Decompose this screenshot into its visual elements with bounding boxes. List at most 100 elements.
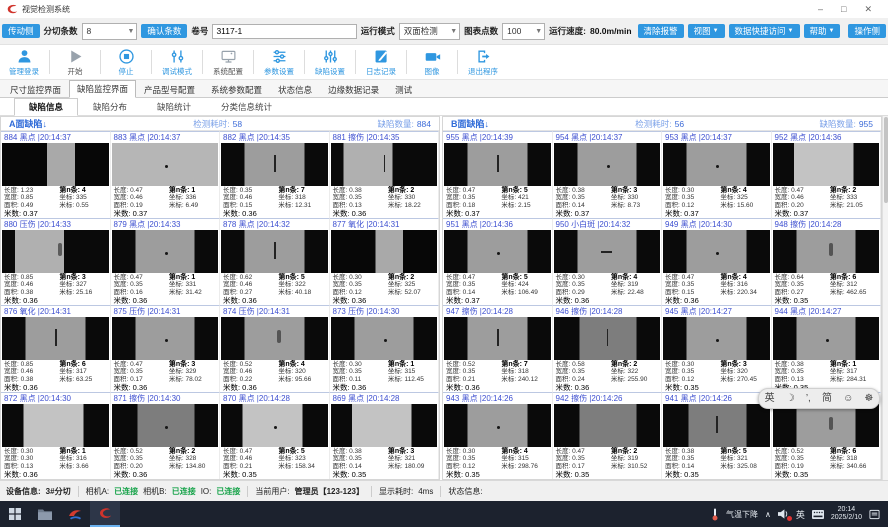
defect-cell[interactable]: 945 黑点 |20:14:27 长度: 0.30 宽度: 0.35 面积: 0.12… <box>662 305 772 392</box>
defect-cell[interactable]: 953 黑点 |20:14:37 长度: 0.30 宽度: 0.35 面积: 0.12… <box>662 131 772 218</box>
tray-expand-icon[interactable]: ∧ <box>764 509 771 519</box>
input-language-indicator[interactable]: 英 <box>795 509 805 520</box>
defect-cell[interactable]: 950 小白斑 |20:14:32 长度: 0.30 宽度: 0.35 面积: 0.2… <box>552 218 662 305</box>
defect-cell[interactable]: 870 黑点 |20:14:28 长度: 0.47 宽度: 0.46 面积: 0.21… <box>220 392 330 479</box>
defect-cell[interactable]: 884 黑点 |20:14:37 长度: 1.23 宽度: 0.85 面积: 0.49… <box>1 131 111 218</box>
slit-count-select[interactable]: 8 ▼ <box>81 22 138 40</box>
ime-settings-gear-icon[interactable]: ☸ <box>864 392 874 404</box>
ribbon-menu-视图-button[interactable]: 视图 ▼ <box>687 23 725 39</box>
defect-cell[interactable]: 946 擦伤 |20:14:28 长度: 0.58 宽度: 0.35 面积: 0.24… <box>552 305 662 392</box>
scrollbar-thumb[interactable] <box>883 117 888 203</box>
defect-thumbnail[interactable] <box>111 142 218 186</box>
defect-thumbnail[interactable] <box>111 316 218 360</box>
app-shortcut-icon[interactable] <box>60 501 90 527</box>
defect-thumbnail[interactable] <box>772 142 879 186</box>
thermometer-icon[interactable] <box>711 508 719 521</box>
defect-thumbnail[interactable] <box>330 403 437 447</box>
chart-points-select[interactable]: 100 ▼ <box>502 22 546 40</box>
defect-thumbnail[interactable] <box>2 229 109 273</box>
ribbon-menu-清除报警-button[interactable]: 清除报警 <box>637 23 684 39</box>
defect-cell[interactable]: 877 氧化 |20:14:31 长度: 0.30 宽度: 0.35 面积: 0.12… <box>329 218 439 305</box>
defect-thumbnail[interactable] <box>330 316 437 360</box>
tab-测试[interactable]: 测试 <box>395 85 413 95</box>
toolbar-tune-button[interactable]: 调试模式 <box>155 48 199 77</box>
tab-分类信息统计[interactable]: 分类信息统计 <box>221 102 273 112</box>
defect-thumbnail[interactable] <box>2 316 109 360</box>
toolbar-camera-button[interactable]: 图像 <box>410 48 454 77</box>
defect-cell[interactable]: 872 黑点 |20:14:30 长度: 0.30 宽度: 0.30 面积: 0.13… <box>1 392 111 479</box>
vertical-scrollbar[interactable] <box>882 116 888 480</box>
ime-emoji-icon[interactable]: ☺ <box>843 392 854 404</box>
toolbar-exit-button[interactable]: 退出程序 <box>461 48 505 77</box>
toolbar-sliders-h-button[interactable]: 参数设置 <box>257 48 301 77</box>
defect-thumbnail[interactable] <box>111 403 218 447</box>
minimize-icon[interactable]: – <box>818 3 824 14</box>
active-app-icon[interactable] <box>90 501 120 527</box>
ribbon-menu-数据快捷访问-button[interactable]: 数据快捷访问 ▼ <box>728 23 800 39</box>
tab-状态信息[interactable]: 状态信息 <box>278 85 313 95</box>
file-explorer-icon[interactable] <box>30 501 60 527</box>
start-button[interactable] <box>0 501 30 527</box>
defect-thumbnail[interactable] <box>553 229 660 273</box>
defect-cell[interactable]: 943 黑点 |20:14:26 长度: 0.30 宽度: 0.35 面积: 0.12… <box>443 392 553 479</box>
defect-cell[interactable]: 947 擦伤 |20:14:28 长度: 0.52 宽度: 0.35 面积: 0.21… <box>443 305 553 392</box>
ime-fullhalf-moon-icon[interactable]: ☽ <box>785 392 795 404</box>
defect-cell[interactable]: 869 黑点 |20:14:28 长度: 0.38 宽度: 0.35 面积: 0.14… <box>329 392 439 479</box>
speaker-icon[interactable] <box>777 509 792 521</box>
defect-cell[interactable]: 951 黑点 |20:14:36 长度: 0.47 宽度: 0.35 面积: 0.14… <box>443 218 553 305</box>
defect-thumbnail[interactable] <box>663 142 770 186</box>
ribbon-menu-帮助-button[interactable]: 帮助 ▼ <box>803 23 841 39</box>
toolbar-monitor-button[interactable]: 系统配置 <box>206 48 250 77</box>
defect-cell[interactable]: 873 压伤 |20:14:30 长度: 0.30 宽度: 0.35 面积: 0.11… <box>329 305 439 392</box>
defect-cell[interactable]: 871 擦伤 |20:14:30 长度: 0.52 宽度: 0.35 面积: 0.20… <box>110 392 220 479</box>
operate-side-button[interactable]: 操作侧 <box>848 23 886 39</box>
defect-thumbnail[interactable] <box>772 316 879 360</box>
defect-cell[interactable]: 880 压伤 |20:14:33 长度: 0.85 宽度: 0.46 面积: 0.38… <box>1 218 111 305</box>
defect-thumbnail[interactable] <box>330 142 437 186</box>
defect-cell[interactable]: 954 黑点 |20:14:37 长度: 0.38 宽度: 0.35 面积: 0.14… <box>552 131 662 218</box>
defect-thumbnail[interactable] <box>330 229 437 273</box>
tab-缺陷分布[interactable]: 缺陷分布 <box>93 102 128 112</box>
tab-缺陷统计[interactable]: 缺陷统计 <box>157 102 192 112</box>
ime-punctuation[interactable]: ’, <box>805 392 811 404</box>
defect-cell[interactable]: 955 黑点 |20:14:39 长度: 0.47 宽度: 0.35 面积: 0.18… <box>443 131 553 218</box>
defect-thumbnail[interactable] <box>2 403 109 447</box>
defect-cell[interactable]: 879 黑点 |20:14:33 长度: 0.47 宽度: 0.35 面积: 0.16… <box>110 218 220 305</box>
taskbar-clock[interactable]: 20:14 2025/2/10 <box>830 505 862 522</box>
roll-number-input[interactable] <box>212 23 357 39</box>
defect-thumbnail[interactable] <box>553 142 660 186</box>
defect-thumbnail[interactable] <box>2 142 109 186</box>
defect-cell[interactable]: 874 压伤 |20:14:31 长度: 0.52 宽度: 0.46 面积: 0.22… <box>220 305 330 392</box>
defect-thumbnail[interactable] <box>221 229 328 273</box>
tab-缺陷监控界面[interactable]: 缺陷监控界面 <box>69 80 137 98</box>
defect-cell[interactable]: 949 黑点 |20:14:30 长度: 0.47 宽度: 0.35 面积: 0.15… <box>662 218 772 305</box>
defect-thumbnail[interactable] <box>663 316 770 360</box>
defect-thumbnail[interactable] <box>663 403 770 447</box>
defect-cell[interactable]: 941 黑点 |20:14:26 长度: 0.38 宽度: 0.35 面积: 0.14… <box>662 392 772 479</box>
defect-cell[interactable]: 878 黑点 |20:14:32 长度: 0.62 宽度: 0.46 面积: 0.27… <box>220 218 330 305</box>
defect-thumbnail[interactable] <box>444 229 551 273</box>
defect-thumbnail[interactable] <box>111 229 218 273</box>
defect-thumbnail[interactable] <box>221 403 328 447</box>
toolbar-sliders-v-button[interactable]: 缺陷设置 <box>308 48 352 77</box>
close-icon[interactable]: ✕ <box>864 3 872 14</box>
defect-cell[interactable]: 944 黑点 |20:14:27 长度: 0.38 宽度: 0.35 面积: 0.13… <box>771 305 881 392</box>
defect-cell[interactable]: 952 黑点 |20:14:36 长度: 0.47 宽度: 0.46 面积: 0.20… <box>771 131 881 218</box>
ime-simplified[interactable]: 简 <box>821 392 832 404</box>
ime-toolbar[interactable]: 英 ☽ ’, 简 ☺ ☸ <box>758 388 880 409</box>
run-mode-select[interactable]: 双面检测 ▼ <box>398 22 461 40</box>
defect-cell[interactable]: 876 氧化 |20:14:31 长度: 0.85 宽度: 0.46 面积: 0.38… <box>1 305 111 392</box>
toolbar-stop-button[interactable]: 停止 <box>104 48 148 77</box>
drive-side-button[interactable]: 传动侧 <box>2 23 40 39</box>
defect-cell[interactable]: 881 擦伤 |20:14:35 长度: 0.38 宽度: 0.35 面积: 0.13… <box>329 131 439 218</box>
defect-thumbnail[interactable] <box>772 403 879 447</box>
keyboard-icon[interactable] <box>811 509 824 519</box>
maximize-icon[interactable]: □ <box>841 3 847 14</box>
defect-thumbnail[interactable] <box>553 403 660 447</box>
confirm-count-button[interactable]: 确认条数 <box>141 23 188 39</box>
tab-系统参数配置[interactable]: 系统参数配置 <box>211 85 263 95</box>
toolbar-user-button[interactable]: 管理登录 <box>2 48 46 77</box>
defect-thumbnail[interactable] <box>772 229 879 273</box>
defect-cell[interactable]: 875 压伤 |20:14:31 长度: 0.47 宽度: 0.35 面积: 0.17… <box>110 305 220 392</box>
